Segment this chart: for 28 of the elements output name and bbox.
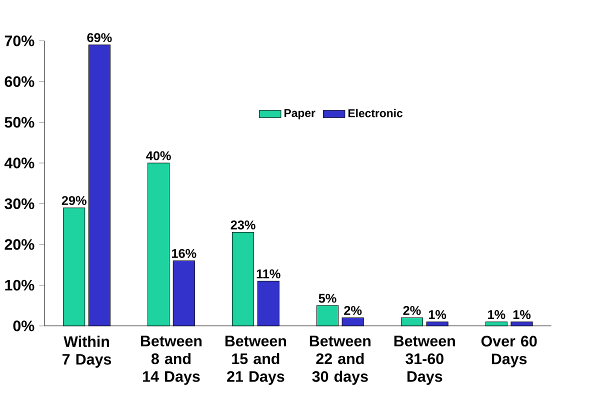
y-tick-label: 50% — [4, 116, 34, 128]
y-tick-label: 60% — [4, 76, 34, 87]
x-tick-label: Within 7 Days — [62, 336, 112, 368]
y-tick-label: 20% — [4, 239, 34, 250]
y-tick-label: 40% — [4, 158, 34, 168]
data-label: 1% — [488, 310, 506, 320]
data-label: 29% — [62, 196, 86, 206]
x-tick-label: Between 31-60 Days — [394, 336, 455, 385]
data-label: 2% — [403, 306, 421, 316]
x-tick-label: Between 22 and 30 days — [310, 336, 370, 385]
data-label: 23% — [230, 220, 256, 230]
data-label: 69% — [87, 33, 112, 42]
data-label: 5% — [318, 294, 336, 303]
data-label: 1% — [428, 310, 446, 320]
data-label: 11% — [256, 269, 280, 278]
data-label: 2% — [344, 306, 362, 316]
legend-label: Electronic — [348, 108, 402, 118]
y-tick-label: 30% — [4, 198, 34, 210]
y-tick-label: 10% — [5, 280, 34, 291]
data-label: 16% — [172, 249, 196, 258]
legend-label: Paper — [284, 109, 316, 120]
x-tick-label: Over 60 Days — [481, 336, 537, 368]
x-tick-label: Between 15 and 21 Days — [225, 336, 286, 385]
x-tick-label: Between 8 and 14 Days — [140, 336, 202, 385]
y-tick-label: 0% — [13, 320, 34, 332]
data-label: 40% — [146, 151, 171, 160]
data-label: 1% — [513, 310, 531, 320]
y-tick-label: 70% — [4, 36, 34, 46]
